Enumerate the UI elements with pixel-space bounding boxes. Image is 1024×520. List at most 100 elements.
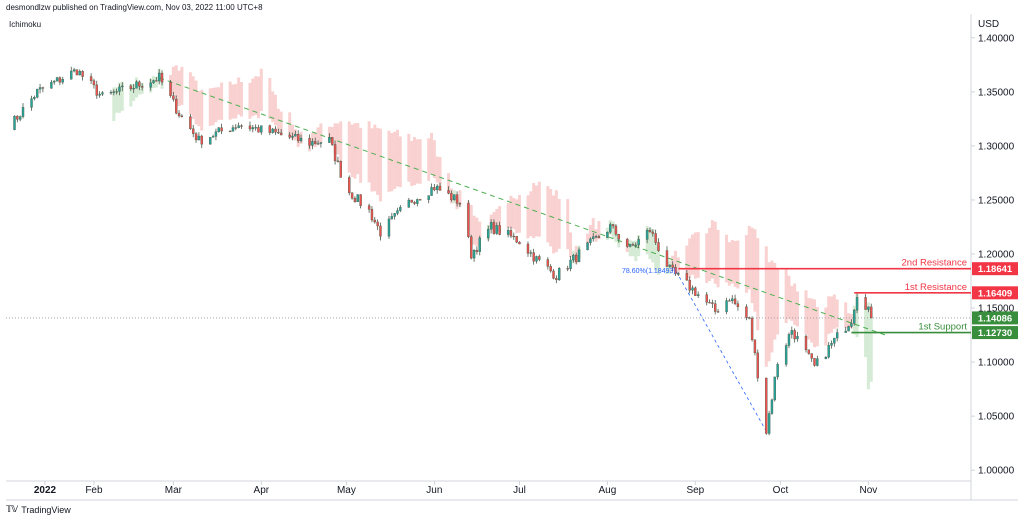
candle-body [736,303,740,307]
candle-body [413,202,416,204]
cloud-segment [569,232,573,258]
downtrend-line[interactable] [159,77,886,336]
candle-body [53,80,56,83]
candle-body [586,242,589,251]
candle-body [654,233,657,243]
cloud-segment [813,299,817,348]
candle-body [308,137,311,146]
candle-body [804,335,808,351]
footer-brand[interactable]: TradingView [21,505,71,515]
candle-body [498,225,501,235]
x-tick-label: Aug [599,485,617,496]
candle-body [685,273,689,281]
candle-body [296,133,300,141]
candle-body [339,161,342,178]
cloud-segment [398,136,402,188]
cloud-segment [239,81,243,117]
candle-body [112,91,116,93]
cloud-segment [336,123,340,155]
cloud-segment [753,229,757,312]
cloud-segment [651,229,655,263]
cloud-segment [770,260,774,353]
cloud-segment [673,250,677,273]
x-tick-label: Jul [513,485,526,496]
cloud-segment [268,77,272,119]
candle-body [61,79,64,83]
last-price-label: 1.14086 [978,313,1012,324]
cloud-segment [869,313,873,382]
candle-body [348,177,351,194]
candle-body [708,302,711,304]
cloud-segment [696,232,700,278]
candle-body [319,142,323,144]
cloud-segment [688,238,692,278]
candle-body [824,356,828,359]
cloud-segment [248,82,252,119]
candle-body [844,330,847,333]
fibonacci-line[interactable] [675,270,767,432]
candle-body [677,273,680,275]
cloud-segment [333,123,337,155]
candle-body [691,287,694,291]
cloud-segment [793,283,797,326]
candle-body [328,137,331,143]
cloud-segment [597,221,601,240]
cloud-segment [611,221,615,239]
cloud-segment [254,76,258,116]
candle-body [291,135,294,138]
candle-body [870,306,873,319]
candle-body [89,76,93,81]
y-tick-label: 1.10000 [978,358,1015,369]
candle-body [418,199,422,201]
cloud-segment [685,245,689,275]
cloud-segment [631,240,635,257]
cloud-segment [824,307,828,346]
candle-body [592,236,595,240]
candle-body [813,358,816,366]
candle-body [546,259,550,267]
cloud-segment [832,294,836,329]
level-name: 2nd Resistance [902,258,967,269]
candle-body [314,141,317,144]
candle-body [572,254,575,261]
cloud-segment [708,227,712,282]
candle-body [617,234,620,240]
candle-body [135,81,138,89]
candle-body [597,236,601,238]
cloud-segment [764,246,768,367]
candle-body [651,231,655,234]
candle-body [271,128,274,133]
candle-body [628,244,632,247]
candle-body [78,71,81,76]
candle-body [13,115,16,130]
candle-body [725,300,728,313]
tradingview-logo-icon[interactable]: 𝕋𝕍 [6,505,18,515]
candle-body [767,413,771,434]
candle-body [433,187,436,191]
level-name: 1st Support [918,322,967,333]
candle-body [668,264,672,267]
cloud-segment [495,209,499,228]
cloud-segment [211,87,215,126]
cloud-segment [129,84,133,107]
cloud-segment [517,195,521,233]
candle-body [688,279,691,291]
candle-body [787,334,791,346]
fib-level-label: 78.60%(1.18493) [622,268,676,275]
candle-body [152,80,155,84]
cloud-segment [730,240,734,284]
cloud-segment [410,141,414,187]
indicator-label[interactable]: Ichimoku [9,20,42,29]
candle-body [140,86,144,88]
cloud-segment [776,269,780,335]
candle-body [835,332,839,339]
candle-body [192,128,195,134]
candle-body [21,107,25,117]
price-tag [972,286,1018,300]
candle-body [467,203,470,237]
candle-body [867,306,870,310]
cloud-segment [180,66,184,105]
cloud-segment [830,296,834,333]
candle-body [864,297,867,310]
